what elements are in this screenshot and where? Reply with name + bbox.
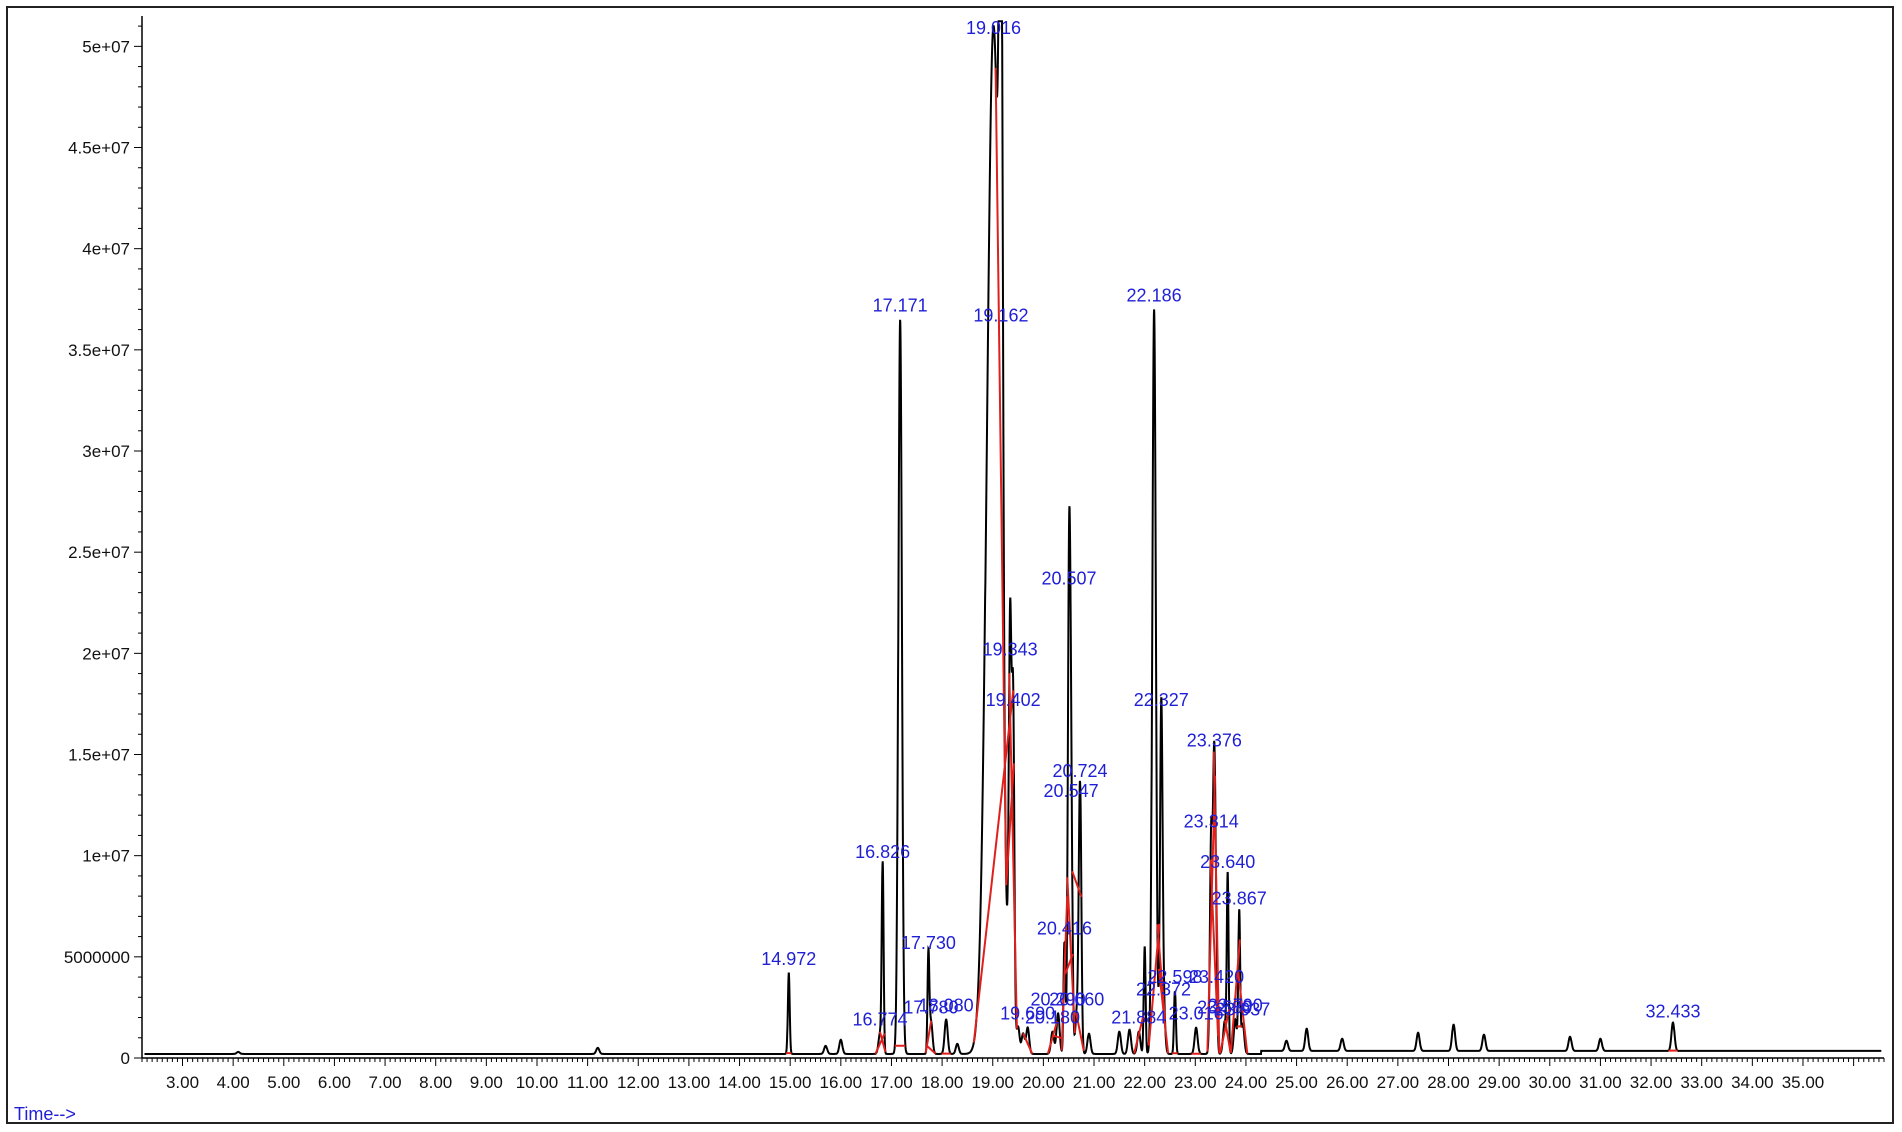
x-tick-label: 24.00 [1225, 1073, 1268, 1092]
y-tick-label: 1e+07 [82, 847, 130, 866]
peak-label: 17.780 [903, 998, 958, 1018]
peak-label: 22.186 [1127, 285, 1182, 305]
x-tick-label: 12.00 [617, 1073, 660, 1092]
y-axis-ticks: 0 5000000 1e+07 1.5e+07 2e+07 2.5e+07 3e+07 3.5… [64, 25, 142, 1068]
peak-label: 22.327 [1134, 690, 1189, 710]
x-tick-label: 32.00 [1630, 1073, 1673, 1092]
x-tick-label: 20.00 [1022, 1073, 1065, 1092]
x-tick-label: 16.00 [820, 1073, 863, 1092]
peak-label: 22.598 [1147, 967, 1202, 987]
peak-label: 14.972 [761, 949, 816, 969]
trace-line [144, 20, 1882, 1055]
x-tick-label: 31.00 [1579, 1073, 1622, 1092]
x-tick-label: 7.00 [369, 1073, 402, 1092]
peak-label: 23.937 [1215, 1000, 1270, 1020]
peak-label: 17.730 [901, 933, 956, 953]
x-tick-label: 34.00 [1731, 1073, 1774, 1092]
x-tick-label: 26.00 [1326, 1073, 1369, 1092]
peak-label: 16.826 [855, 842, 910, 862]
peak-labels: 14.972 16.774 16.826 17.171 17.730 17.78018.0… [761, 18, 1700, 1030]
x-tick-label: 19.00 [971, 1073, 1014, 1092]
x-tick-label: 8.00 [419, 1073, 452, 1092]
peak-label: 20.724 [1053, 761, 1108, 781]
x-tick-label: 23.00 [1174, 1073, 1217, 1092]
x-tick-label: 6.00 [318, 1073, 351, 1092]
peak-label: 19.162 [973, 306, 1028, 326]
x-tick-label: 18.00 [921, 1073, 964, 1092]
y-tick-label: 0 [121, 1049, 130, 1068]
x-tick-label: 29.00 [1478, 1073, 1521, 1092]
x-tick-label: 15.00 [769, 1073, 812, 1092]
peak-label: 18.080 [919, 996, 974, 1016]
y-tick-label: 5000000 [64, 948, 130, 967]
x-tick-label: 4.00 [217, 1073, 250, 1092]
peak-label: 20.290 [1031, 989, 1086, 1009]
x-tick-label: 10.00 [516, 1073, 559, 1092]
peak-label: 19.343 [983, 639, 1038, 659]
peak-label: 19.016 [966, 18, 1021, 38]
chromatogram-trace [144, 20, 1882, 1055]
y-tick-label: 2.5e+07 [68, 543, 130, 562]
peak-label: 23.016 [1169, 1004, 1224, 1024]
x-tick-label: 5.00 [267, 1073, 300, 1092]
peak-label: 20.547 [1044, 781, 1099, 801]
x-tick-label: 9.00 [470, 1073, 503, 1092]
integration-baseline [786, 67, 1678, 1055]
peak-label: 23.580 [1197, 998, 1252, 1018]
peak-label: 20.507 [1042, 569, 1097, 589]
y-tick-label: 3e+07 [82, 442, 130, 461]
peak-label: 22.372 [1136, 979, 1191, 999]
x-tick-label: 27.00 [1377, 1073, 1420, 1092]
x-tick-label: 14.00 [718, 1073, 761, 1092]
peak-label: 23.640 [1200, 852, 1255, 872]
x-axis-caption: Time--> [14, 1104, 76, 1124]
y-tick-label: 5e+07 [82, 37, 130, 56]
axes [141, 16, 1884, 1059]
y-tick-label: 3.5e+07 [68, 341, 130, 360]
x-tick-label: 13.00 [668, 1073, 711, 1092]
peak-label: 20.660 [1049, 989, 1104, 1009]
y-tick-label: 4.5e+07 [68, 139, 130, 158]
x-tick-label: 11.00 [567, 1073, 608, 1092]
x-tick-label: 30.00 [1529, 1073, 1572, 1092]
peak-label: 20.180 [1025, 1008, 1080, 1028]
chromatogram-frame: 3.00 4.00 5.00 6.00 7.00 8.00 9.00 10.00 11.00 12… [6, 6, 1894, 1124]
peak-label: 21.884 [1111, 1008, 1166, 1028]
x-tick-label: 25.00 [1275, 1073, 1318, 1092]
x-tick-label: 35.00 [1782, 1073, 1825, 1092]
x-tick-label: 22.00 [1123, 1073, 1166, 1092]
peak-label: 23.867 [1212, 888, 1267, 908]
peak-label: 23.790 [1208, 996, 1263, 1016]
peak-label: 23.420 [1189, 967, 1244, 987]
y-tick-label: 4e+07 [82, 240, 130, 259]
y-tick-label: 2e+07 [82, 644, 130, 663]
x-tick-label: 17.00 [870, 1073, 913, 1092]
x-axis-ticks: 3.00 4.00 5.00 6.00 7.00 8.00 9.00 10.00 11.00 12… [141, 1058, 1885, 1092]
peak-label: 23.314 [1184, 811, 1239, 831]
peak-label: 19.690 [1000, 1004, 1055, 1024]
peak-label: 19.402 [986, 690, 1041, 710]
x-tick-label: 21.00 [1073, 1073, 1116, 1092]
chromatogram-chart: 3.00 4.00 5.00 6.00 7.00 8.00 9.00 10.00 11.00 12… [64, 16, 1885, 1092]
x-tick-label: 33.00 [1680, 1073, 1723, 1092]
peak-label: 17.171 [873, 295, 928, 315]
x-tick-label: 3.00 [166, 1073, 199, 1092]
peak-label: 32.433 [1645, 1002, 1700, 1022]
peak-label: 23.376 [1187, 731, 1242, 751]
y-tick-label: 1.5e+07 [68, 746, 130, 765]
peak-label: 16.774 [852, 1010, 907, 1030]
peak-label: 20.416 [1037, 919, 1092, 939]
x-tick-label: 28.00 [1427, 1073, 1470, 1092]
